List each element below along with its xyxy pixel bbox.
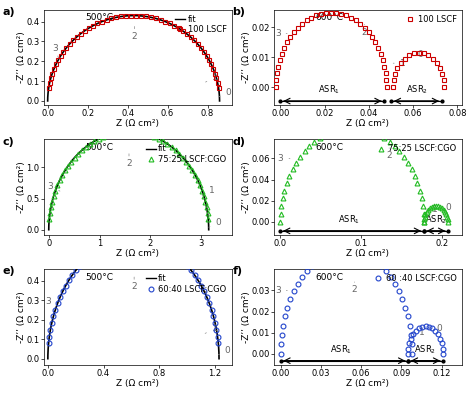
Text: 2: 2 [131,277,137,291]
Text: 500°C: 500°C [85,273,113,282]
Text: 1: 1 [202,186,214,196]
Y-axis label: -Z’’ (Ω cm²): -Z’’ (Ω cm²) [17,291,26,343]
Text: 2: 2 [386,148,392,160]
Y-axis label: -Z’’ (Ω cm²): -Z’’ (Ω cm²) [242,291,251,343]
Legend: 100 LSCF: 100 LSCF [404,14,457,24]
Y-axis label: -Z’’ (Ω cm²): -Z’’ (Ω cm²) [18,161,27,213]
Legend: fit, 60:40 LSCF:CGO: fit, 60:40 LSCF:CGO [145,273,228,294]
Text: 500°C: 500°C [85,13,113,23]
Text: 500°C: 500°C [85,143,113,152]
Text: 1: 1 [393,59,405,68]
Text: 0: 0 [439,203,451,212]
Text: 2: 2 [352,282,357,294]
X-axis label: Z (Ω cm²): Z (Ω cm²) [346,249,389,258]
Text: 1: 1 [412,328,424,337]
Text: 0: 0 [219,346,231,355]
Text: 3: 3 [46,297,58,306]
Text: 600°C: 600°C [315,13,343,23]
Text: ASR$_1$: ASR$_1$ [338,214,360,226]
Text: 3: 3 [275,286,287,295]
Legend: fit, 100 LSCF: fit, 100 LSCF [174,14,228,35]
Y-axis label: -Z’’ (Ω cm²): -Z’’ (Ω cm²) [242,31,251,83]
Text: 0: 0 [209,218,221,227]
Legend: 75:25 LSCF:CGO: 75:25 LSCF:CGO [375,144,457,154]
Text: 1: 1 [206,73,218,82]
Legend: 60 :40 LSCF:CGO: 60 :40 LSCF:CGO [373,273,457,284]
Text: 600°C: 600°C [315,273,343,282]
Text: ASR$_1$: ASR$_1$ [318,84,340,96]
Text: 600°C: 600°C [315,143,343,152]
Text: 1: 1 [205,324,218,333]
Text: f): f) [233,266,243,276]
Text: ASR$_2$: ASR$_2$ [407,84,428,96]
Text: ASR$_1$: ASR$_1$ [330,343,352,356]
Text: 2: 2 [362,24,367,37]
Text: 3: 3 [275,29,287,38]
X-axis label: Z (Ω cm²): Z (Ω cm²) [346,379,389,388]
X-axis label: Z (Ω cm²): Z (Ω cm²) [346,119,389,128]
X-axis label: Z (Ω cm²): Z (Ω cm²) [116,249,159,258]
Y-axis label: -Z’’ (Ω cm²): -Z’’ (Ω cm²) [17,31,26,83]
Text: 2: 2 [132,26,137,41]
Text: 0: 0 [219,88,231,97]
Text: 0: 0 [429,324,442,333]
Text: b): b) [233,7,246,17]
Text: 3: 3 [278,154,290,163]
Text: 0: 0 [411,50,423,59]
Text: c): c) [2,137,14,147]
Legend: fit, 75:25 LSCF:CGO: fit, 75:25 LSCF:CGO [145,144,228,165]
Text: ASR$_2$: ASR$_2$ [425,214,447,226]
X-axis label: Z (Ω cm²): Z (Ω cm²) [116,119,159,128]
Text: d): d) [233,137,246,147]
Text: 2: 2 [126,154,132,168]
Text: ASR$_2$: ASR$_2$ [414,343,437,356]
Text: 1: 1 [426,205,438,214]
Text: 3: 3 [52,44,59,58]
Text: a): a) [2,7,15,17]
X-axis label: Z (Ω cm²): Z (Ω cm²) [116,379,159,388]
Y-axis label: -Z’’ (Ω cm²): -Z’’ (Ω cm²) [242,161,251,213]
Text: 3: 3 [48,182,60,191]
Text: e): e) [2,266,15,276]
